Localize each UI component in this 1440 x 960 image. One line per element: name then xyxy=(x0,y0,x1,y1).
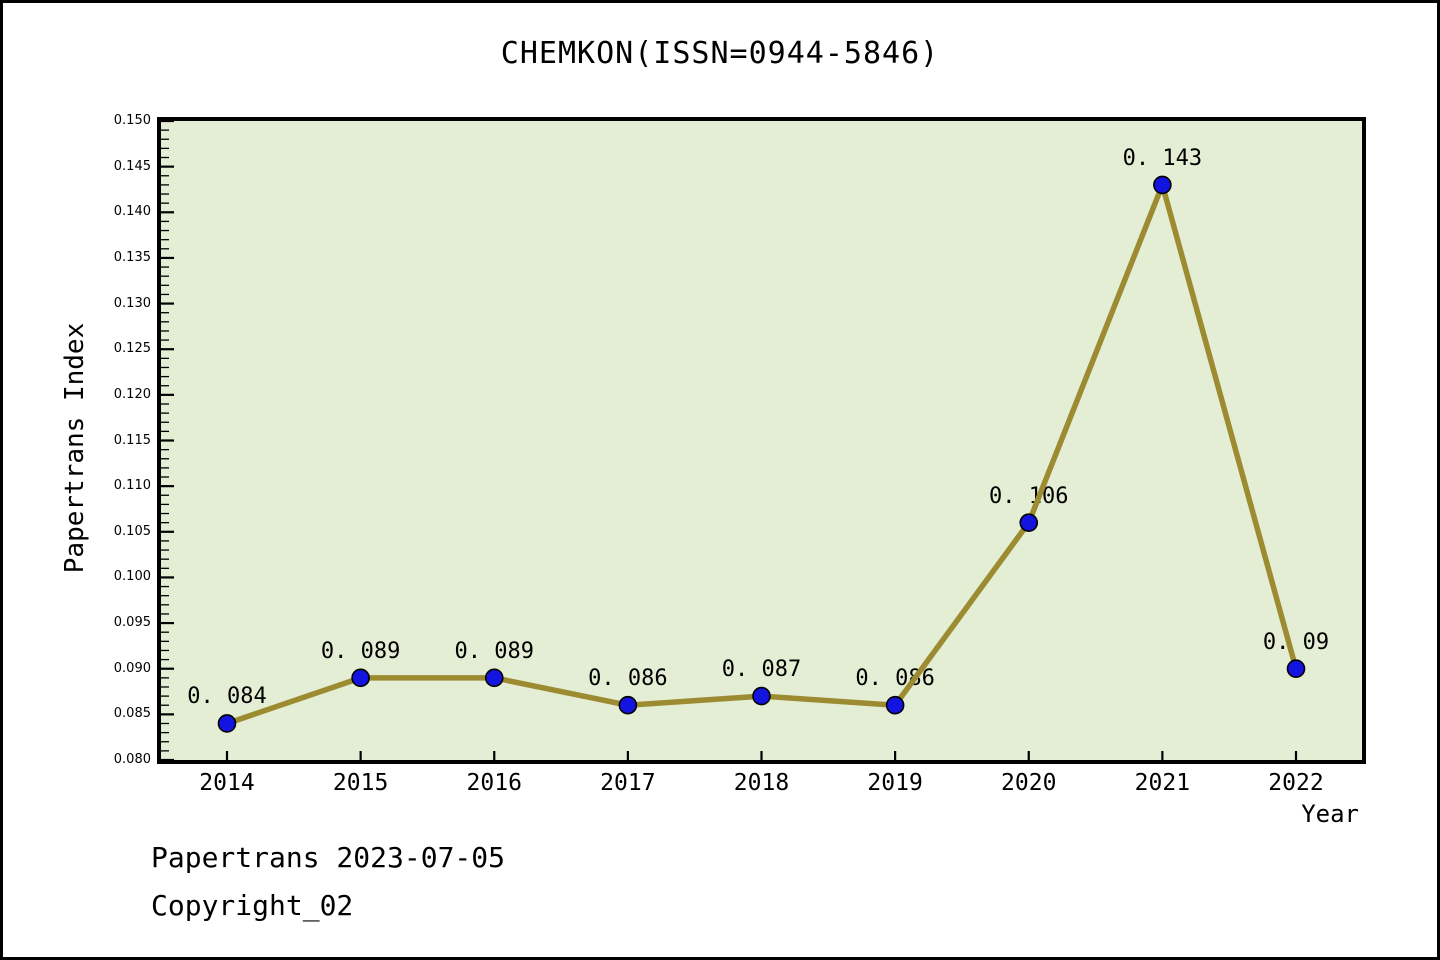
footer-copyright: Copyright_02 xyxy=(151,889,354,922)
data-point-label: 0. 084 xyxy=(187,684,267,710)
footer-date: Papertrans 2023-07-05 xyxy=(151,841,506,874)
data-point-label: 0. 089 xyxy=(454,638,534,664)
data-point-label: 0. 143 xyxy=(1122,145,1203,171)
chart-title: CHEMKON(ISSN=0944-5846) xyxy=(500,36,940,71)
y-axis-title: Papertrans Index xyxy=(60,322,90,574)
data-point-label: 0. 09 xyxy=(1262,629,1330,655)
data-point-label: 0. 106 xyxy=(989,483,1069,509)
x-axis-title: Year xyxy=(1301,800,1359,828)
data-point-label: 0. 086 xyxy=(855,666,935,692)
point-label-layer: 0. 084 0. 089 0. 089 0. 086 0. 087 0. 086 0. 1… xyxy=(3,3,1437,957)
